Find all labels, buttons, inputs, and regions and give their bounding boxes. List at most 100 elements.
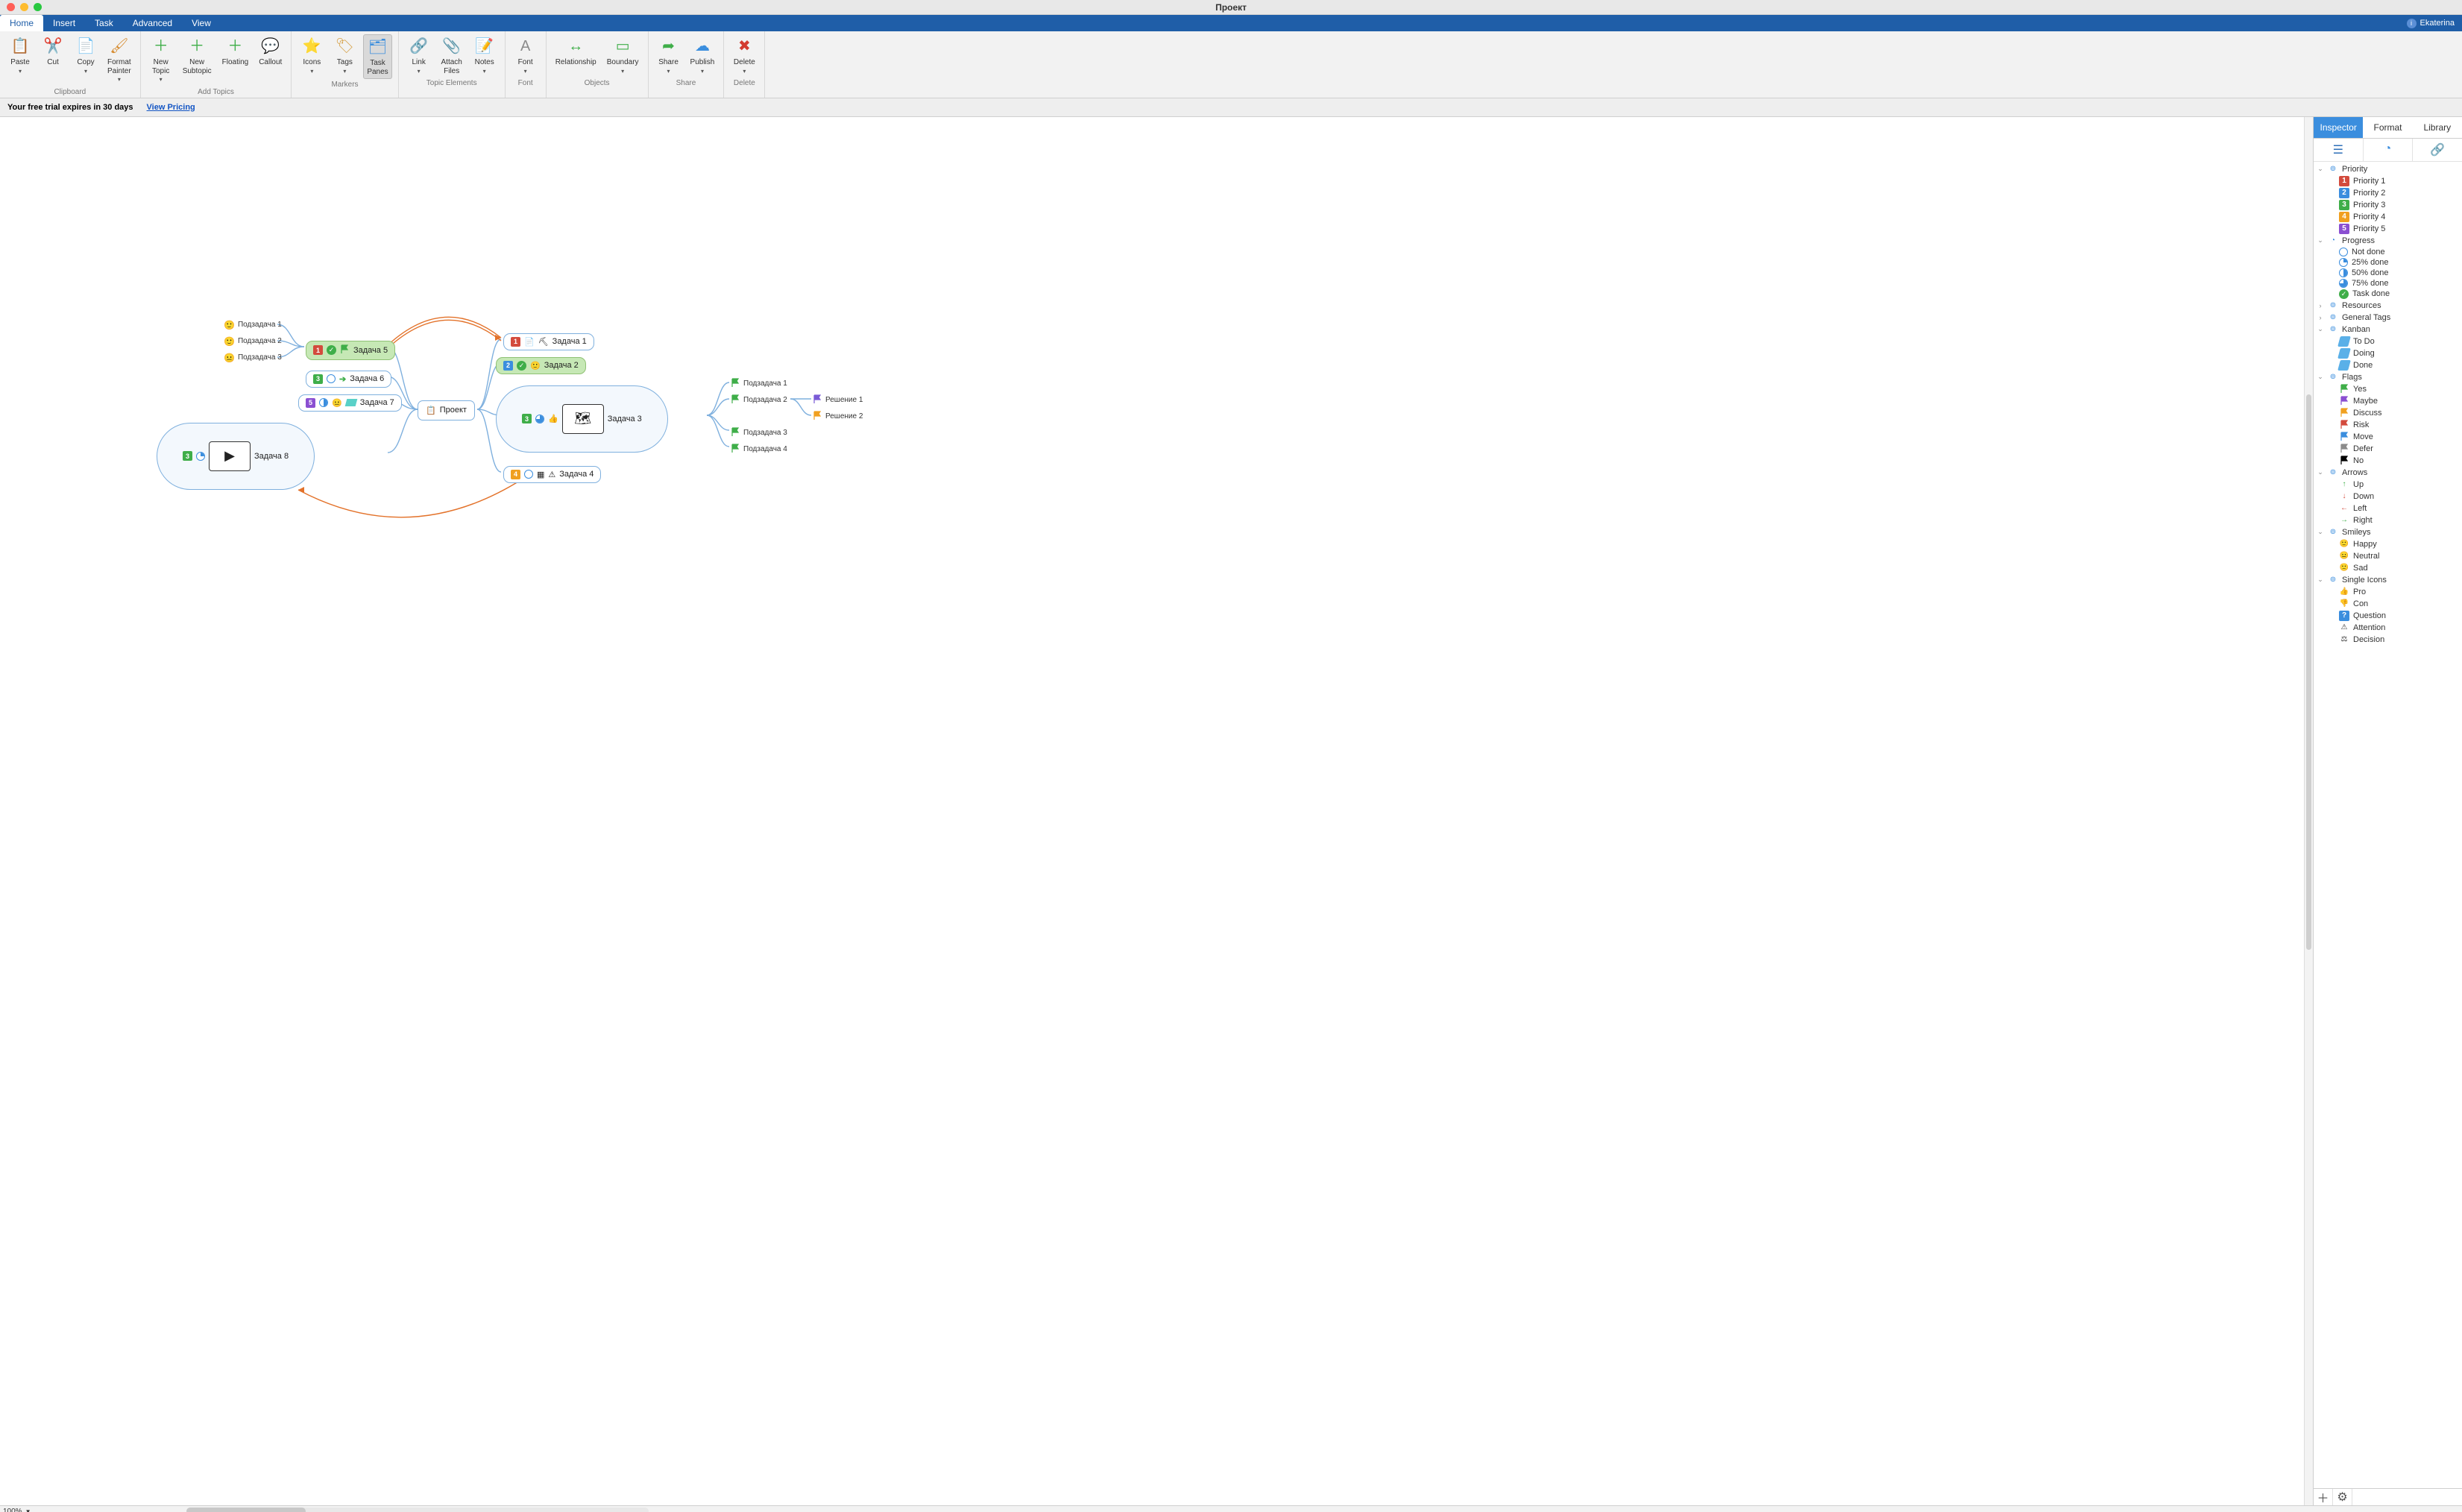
left-subtask-2[interactable]: 🙂Подзадача 2 [224,336,282,347]
tree-category-resources[interactable]: ›⊚Resources [2314,300,2462,312]
tree-item-con[interactable]: 👎Con [2314,598,2462,610]
topic-t3[interactable]: 3👍🗺Задача 3 [496,385,668,453]
new-subtopic-button[interactable]: ＋NewSubtopic [180,34,215,86]
tree-item-question[interactable]: ?Question [2314,610,2462,622]
subtask-1[interactable]: Подзадача 1 [731,378,787,390]
center-topic[interactable]: 📋Проект [418,400,475,420]
window-zoom-button[interactable] [34,3,42,11]
subtask-3[interactable]: Подзадача 3 [731,427,787,439]
link-button[interactable]: 🔗Link [405,34,433,78]
decision-2[interactable]: Решение 2 [813,411,863,423]
tree-item-no[interactable]: No [2314,455,2462,467]
tree-item-down[interactable]: ↓Down [2314,491,2462,503]
inspector-subtab-list[interactable]: ☰ [2314,139,2364,161]
inspector-subtab-clock[interactable]: ◔ [2364,139,2414,161]
inspector-tab-library[interactable]: Library [2413,117,2462,138]
tree-item-defer[interactable]: Defer [2314,443,2462,455]
paste-button[interactable]: 📋Paste [6,34,34,86]
tree-item-happy[interactable]: 🙂Happy [2314,538,2462,550]
publish-button[interactable]: ☁Publish [687,34,718,78]
panel-add-button[interactable]: ＋ [2314,1489,2333,1505]
tree-item-not-done[interactable]: Not done [2314,247,2462,257]
tree-category-general-tags[interactable]: ›⊚General Tags [2314,312,2462,324]
topic-t1[interactable]: 1📄⛏Задача 1 [503,333,594,350]
boundary-button[interactable]: ▭Boundary [604,34,642,78]
tree-item-done[interactable]: Done [2314,359,2462,371]
tree-category-single-icons[interactable]: ⌄⊚Single Icons [2314,574,2462,586]
inspector-subtab-link[interactable]: 🔗 [2413,139,2462,161]
font-button[interactable]: AFont [511,34,540,78]
task-panes-button[interactable]: 🗂TaskPanes [363,34,391,79]
tree-item-attention[interactable]: ⚠Attention [2314,622,2462,634]
inspector-tab-format[interactable]: Format [2363,117,2412,138]
tree-category-priority[interactable]: ⌄⊚Priority [2314,163,2462,175]
format-painter-button[interactable]: 🖌FormatPainter [104,34,134,86]
window-minimize-button[interactable] [20,3,28,11]
tree-item-50%-done[interactable]: 50% done [2314,268,2462,278]
menu-insert[interactable]: Insert [43,15,85,31]
cut-button[interactable]: ✂️Cut [39,34,67,86]
tree-item-doing[interactable]: Doing [2314,347,2462,359]
subtask-4[interactable]: Подзадача 4 [731,444,787,456]
topic-t6[interactable]: 3➔Задача 6 [306,371,391,388]
tree-item-to-do[interactable]: To Do [2314,336,2462,347]
menu-home[interactable]: Home [0,15,43,31]
topic-t8[interactable]: 3▶Задача 8 [157,423,315,490]
mindmap-canvas[interactable]: 📋Проект 1📄⛏Задача 1 2✓🙂Задача 2 3👍🗺Задача 3… [0,117,2304,1505]
tree-item-75%-done[interactable]: 75% done [2314,278,2462,289]
relationship-button[interactable]: ↔Relationship [552,34,599,78]
new-topic-button[interactable]: ＋NewTopic [147,34,175,86]
left-subtask-3[interactable]: 😐Подзадача 3 [224,353,282,363]
user-account[interactable]: iEkaterina [2407,15,2462,31]
vertical-scrollbar[interactable] [2304,117,2313,1505]
attach-files-button[interactable]: 📎AttachFiles [438,34,466,78]
tree-item-risk[interactable]: Risk [2314,419,2462,431]
tree-item-right[interactable]: →Right [2314,514,2462,526]
tree-item-sad[interactable]: 🙁Sad [2314,562,2462,574]
copy-button[interactable]: 📄Copy [72,34,100,86]
zoom-level[interactable]: 100% [0,1508,25,1512]
menu-task[interactable]: Task [85,15,123,31]
tree-category-flags[interactable]: ⌄⊚Flags [2314,371,2462,383]
floating-button[interactable]: ＋Floating [219,34,252,86]
tree-item-neutral[interactable]: 😐Neutral [2314,550,2462,562]
topic-t7[interactable]: 5😐Задача 7 [298,394,402,412]
tree-item-pro[interactable]: 👍Pro [2314,586,2462,598]
decision-1[interactable]: Решение 1 [813,394,863,406]
tree-category-progress[interactable]: ⌄◔Progress [2314,235,2462,247]
menu-view[interactable]: View [182,15,221,31]
tree-item-priority-3[interactable]: 3Priority 3 [2314,199,2462,211]
callout-button[interactable]: 💬Callout [256,34,285,86]
topic-t5[interactable]: 1✓Задача 5 [306,341,395,360]
left-subtask-1[interactable]: 🙂Подзадача 1 [224,320,282,330]
tree-item-25%-done[interactable]: 25% done [2314,257,2462,268]
tree-item-priority-5[interactable]: 5Priority 5 [2314,223,2462,235]
marker-tree[interactable]: ⌄⊚Priority1Priority 12Priority 23Priorit… [2314,162,2462,1488]
menu-advanced[interactable]: Advanced [123,15,182,31]
icons-button[interactable]: ⭐Icons [297,34,326,79]
tree-item-yes[interactable]: Yes [2314,383,2462,395]
tree-item-priority-1[interactable]: 1Priority 1 [2314,175,2462,187]
topic-t2[interactable]: 2✓🙂Задача 2 [496,357,586,374]
delete-button[interactable]: ✖Delete [730,34,758,78]
view-pricing-link[interactable]: View Pricing [147,103,195,112]
tree-item-priority-2[interactable]: 2Priority 2 [2314,187,2462,199]
subtask-2[interactable]: Подзадача 2 [731,394,787,406]
notes-button[interactable]: 📝Notes [470,34,499,78]
tree-category-kanban[interactable]: ⌄⊚Kanban [2314,324,2462,336]
window-close-button[interactable] [7,3,15,11]
tree-item-move[interactable]: Move [2314,431,2462,443]
tree-category-arrows[interactable]: ⌄⊚Arrows [2314,467,2462,479]
zoom-dropdown-icon[interactable]: ▼ [25,1508,37,1512]
tree-item-up[interactable]: ↑Up [2314,479,2462,491]
horizontal-scrollbar[interactable] [186,1508,649,1512]
tree-item-priority-4[interactable]: 4Priority 4 [2314,211,2462,223]
topic-t4[interactable]: 4▦⚠Задача 4 [503,466,601,483]
tree-item-discuss[interactable]: Discuss [2314,407,2462,419]
share-button[interactable]: ➦Share [655,34,683,78]
inspector-tab-inspector[interactable]: Inspector [2314,117,2363,138]
tree-category-smileys[interactable]: ⌄⊚Smileys [2314,526,2462,538]
tree-item-decision[interactable]: ⚖Decision [2314,634,2462,646]
tree-item-maybe[interactable]: Maybe [2314,395,2462,407]
panel-gear-button[interactable]: ⚙ [2333,1489,2352,1505]
